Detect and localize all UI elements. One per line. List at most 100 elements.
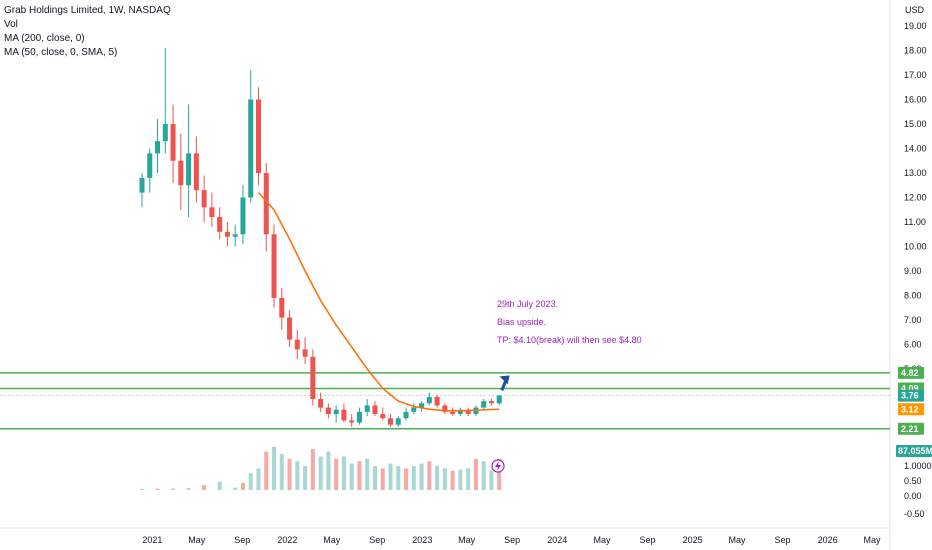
candle-body [395, 418, 401, 425]
candle-body [310, 356, 316, 399]
y-tick-label: -0.50 [904, 509, 925, 519]
volume-bar [404, 468, 409, 490]
volume-bar [334, 458, 339, 490]
candle-body [349, 420, 355, 423]
candle-body [457, 409, 463, 414]
y-tick-label: 14.00 [904, 144, 927, 154]
y-tick-label: 0.50 [904, 476, 922, 486]
y-tick-label: 16.00 [904, 95, 927, 105]
volume-bar [264, 451, 269, 490]
price-badge-label: 4.09 [901, 384, 919, 394]
x-tick-label: 2025 [683, 535, 703, 545]
volume-bar [497, 458, 502, 490]
price-badge-label: 3.76 [901, 391, 919, 401]
candle-body [201, 190, 207, 208]
x-tick-label: May [323, 535, 341, 545]
candle-body [155, 141, 161, 154]
candle-body [488, 401, 494, 404]
price-badge-label: 3.12 [901, 404, 919, 414]
volume-bar [380, 468, 385, 490]
candle-body [217, 217, 223, 232]
y-tick-label: 12.00 [904, 193, 927, 203]
candle-body [287, 317, 293, 340]
volume-bar [372, 466, 377, 490]
volume-bar [272, 446, 277, 490]
candle-body [248, 99, 254, 198]
volume-bar [419, 463, 424, 490]
volume-bar [310, 449, 315, 490]
y-tick-label: 9.00 [904, 266, 922, 276]
legend-ma-50: MA (50, close, 0, SMA, 5) [4, 47, 118, 58]
volume-bar [240, 482, 245, 490]
chart-legend: Grab Holdings Limited, 1W, NASDAQ Vol MA… [4, 4, 171, 60]
x-tick-label: May [458, 535, 476, 545]
x-tick-label: 2026 [818, 535, 838, 545]
legend-title: Grab Holdings Limited, 1W, NASDAQ [4, 5, 171, 16]
volume-bar [295, 461, 300, 490]
price-badge [898, 403, 924, 416]
x-tick-label: Sep [774, 535, 790, 545]
candle-body [279, 297, 285, 318]
chart-annotation: 29th July 2023. [497, 299, 558, 309]
candle-body [388, 418, 394, 425]
y-tick-label: 13.00 [904, 168, 927, 178]
candle-body [465, 409, 471, 414]
volume-bar [233, 487, 238, 490]
price-badge-label: 4.82 [901, 368, 919, 378]
x-tick-label: May [729, 535, 747, 545]
candle-body [318, 399, 324, 408]
x-tick-label: 2022 [277, 535, 297, 545]
candle-body [450, 411, 456, 414]
y-tick-label: 19.00 [904, 21, 927, 31]
candle-body [496, 395, 502, 404]
volume-bar [303, 466, 308, 490]
candle-body [325, 407, 331, 414]
volume-bar [411, 466, 416, 490]
legend-ma-200: MA (200, close, 0) [4, 33, 85, 44]
volume-bar [365, 458, 370, 490]
volume-bar [140, 488, 144, 490]
candle-body [263, 173, 269, 235]
volume-bar [171, 488, 176, 490]
y-tick-label: 7.00 [904, 315, 922, 325]
y-tick-label: 17.00 [904, 70, 927, 80]
volume-bar [489, 470, 494, 490]
candle-body [434, 396, 440, 406]
volume-bar [473, 458, 478, 490]
candle-body [170, 124, 176, 161]
x-tick-label: Sep [640, 535, 656, 545]
candle-body [302, 349, 308, 357]
volume-bar [357, 461, 362, 490]
candle-body [271, 234, 277, 298]
candle-body [364, 405, 370, 412]
x-tick-label: May [594, 535, 612, 545]
lightning-icon-glyph [495, 461, 501, 471]
chart-annotation: TP: $4.10(break) will then see $4.80 [497, 335, 642, 345]
candle-body [186, 153, 192, 186]
price-badge-label: 2.21 [901, 424, 919, 434]
candle-body [255, 99, 261, 173]
volume-bar [248, 473, 253, 490]
candle-body [372, 405, 378, 414]
x-tick-label: Sep [369, 535, 385, 545]
candle-body [481, 401, 487, 408]
x-tick-label: 2021 [142, 535, 162, 545]
legend-vol: Vol [4, 19, 18, 30]
volume-bar [349, 463, 354, 490]
y-tick-label: 1.0000 [904, 461, 932, 471]
volume-badge [896, 445, 932, 457]
y-tick-label: 18.00 [904, 46, 927, 56]
price-badge [898, 422, 924, 435]
volume-badge-label: 87.055M [898, 446, 932, 456]
volume-bar [442, 468, 447, 490]
volume-bar [202, 485, 207, 490]
candle-body [356, 411, 362, 423]
candle-body [209, 207, 215, 218]
price-badge [898, 389, 924, 402]
y-tick-label: 0.00 [904, 491, 922, 501]
y-tick-label: 11.00 [904, 217, 926, 227]
y-tick-label: 8.00 [904, 291, 922, 301]
candle-body [224, 231, 230, 237]
x-tick-label: 2024 [547, 535, 567, 545]
